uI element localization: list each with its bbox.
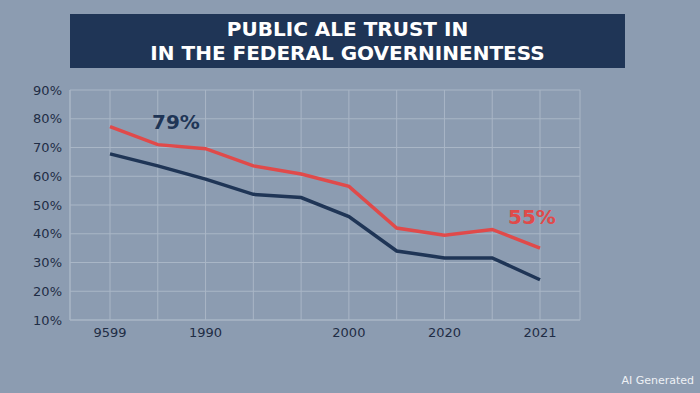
svg-text:30%: 30% (33, 255, 62, 270)
svg-text:80%: 80% (33, 111, 62, 126)
html-text:IN THE FEDERAL GOVERNINENTESS: IN THE FEDERAL GOVERNINENTESS (150, 41, 545, 65)
svg-text:1990: 1990 (189, 325, 222, 340)
svg-text:2000: 2000 (332, 325, 365, 340)
html-text:PUBLIC ALE TRUST IN: PUBLIC ALE TRUST IN (226, 17, 469, 41)
html-text:55%: 55% (508, 205, 556, 229)
svg-text:40%: 40% (33, 226, 62, 241)
svg-text:10%: 10% (33, 313, 62, 328)
html-text:79%: 79% (152, 110, 200, 134)
svg-text:9599: 9599 (93, 325, 126, 340)
svg-text:60%: 60% (33, 169, 62, 184)
html-text:AI Generated: AI Generated (621, 374, 694, 387)
svg-text:70%: 70% (33, 140, 62, 155)
svg-text:20%: 20% (33, 284, 62, 299)
svg-text:2021: 2021 (523, 325, 556, 340)
svg-text:2020: 2020 (428, 325, 461, 340)
svg-text:50%: 50% (33, 198, 62, 213)
svg-text:90%: 90% (33, 83, 62, 98)
